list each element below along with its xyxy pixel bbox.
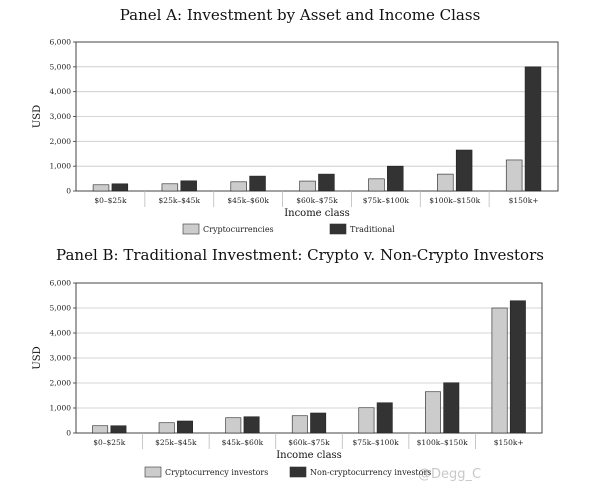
x-axis-label: Income class [276,450,342,461]
watermark-handle: @Degg_C [418,467,481,482]
y-tick-label: 4,000 [50,329,72,338]
legend-swatch [182,223,200,235]
bar-series2 [111,183,129,192]
legend-label: Non-cryptocurrency investors [310,468,431,477]
legend-label: Cryptocurrencies [203,225,274,234]
bar-series2 [318,173,335,192]
bar-series1 [92,184,110,192]
y-tick-label: 5,000 [50,304,72,313]
x-tick-label: $100k–$150k [417,438,468,447]
bar-series1 [161,183,179,192]
y-tick-label: 2,000 [50,137,72,146]
x-tick-label: $75k–$100k [352,438,399,447]
plot-frame [75,282,543,434]
legend-swatch [329,223,347,235]
bar-series1 [299,180,316,192]
bar-series2 [177,420,193,434]
x-tick-label: $150k+ [509,196,539,205]
x-tick-label: $60k–$75k [296,196,338,205]
bar-series1 [368,178,385,192]
x-tick-label: $0–$25k [93,438,126,447]
x-tick-label: $100k–$150k [429,196,480,205]
bar-series2 [310,412,327,434]
bar-series2 [180,180,197,192]
bar-series1 [425,391,441,434]
y-tick-label: 1,000 [50,162,72,171]
y-tick-label: 4,000 [50,87,72,96]
bar-series2 [443,382,460,434]
panel-b: Panel B: Traditional Investment: Crypto … [32,246,544,478]
x-tick-label: $0–$25k [94,196,127,205]
bar-series2 [243,416,260,434]
y-tick-label: 3,000 [50,112,72,121]
x-tick-label: $25k–$45k [159,196,201,205]
y-tick-label: 2,000 [50,379,72,388]
y-tick-label: 0 [66,187,71,196]
bar-series2 [249,175,266,192]
y-tick-label: 6,000 [50,279,72,288]
x-tick-label: $45k–$60k [222,438,264,447]
y-tick-label: 6,000 [50,38,72,47]
x-tick-label: $60k–$75k [288,438,330,447]
bar-series1 [291,415,308,434]
bar-series1 [230,181,247,192]
bar-series2 [376,402,393,434]
chart-title: Panel B: Traditional Investment: Crypto … [56,246,544,264]
bar-series1 [225,417,242,434]
bar-series1 [505,159,523,192]
chart-title: Panel A: Investment by Asset and Income … [120,6,481,24]
bar-series1 [358,407,375,434]
bar-series2 [110,425,127,434]
y-axis-label: USD [32,346,43,369]
x-tick-label: $75k–$100k [363,196,410,205]
legend-label: Cryptocurrency investors [165,468,268,477]
bar-series2 [455,149,473,192]
y-tick-label: 1,000 [50,404,72,413]
bar-series1 [92,425,109,434]
plot-frame [75,41,559,192]
legend-label: Traditional [350,225,395,234]
panel-a: Panel A: Investment by Asset and Income … [32,6,559,235]
y-tick-label: 5,000 [50,62,72,71]
x-tick-label: $150k+ [494,438,524,447]
bar-series1 [437,173,454,192]
legend-swatch [289,466,307,478]
bar-series2 [524,66,542,192]
x-axis-label: Income class [284,208,350,219]
legend-swatch [144,466,162,478]
y-axis-label: USD [32,105,43,128]
bar-series2 [509,300,526,434]
x-tick-label: $25k–$45k [155,438,197,447]
bar-series1 [491,307,508,434]
x-tick-label: $45k–$60k [227,196,269,205]
bar-series2 [387,165,404,192]
bar-series1 [158,422,175,434]
y-tick-label: 0 [66,429,71,438]
y-tick-label: 3,000 [50,354,72,363]
